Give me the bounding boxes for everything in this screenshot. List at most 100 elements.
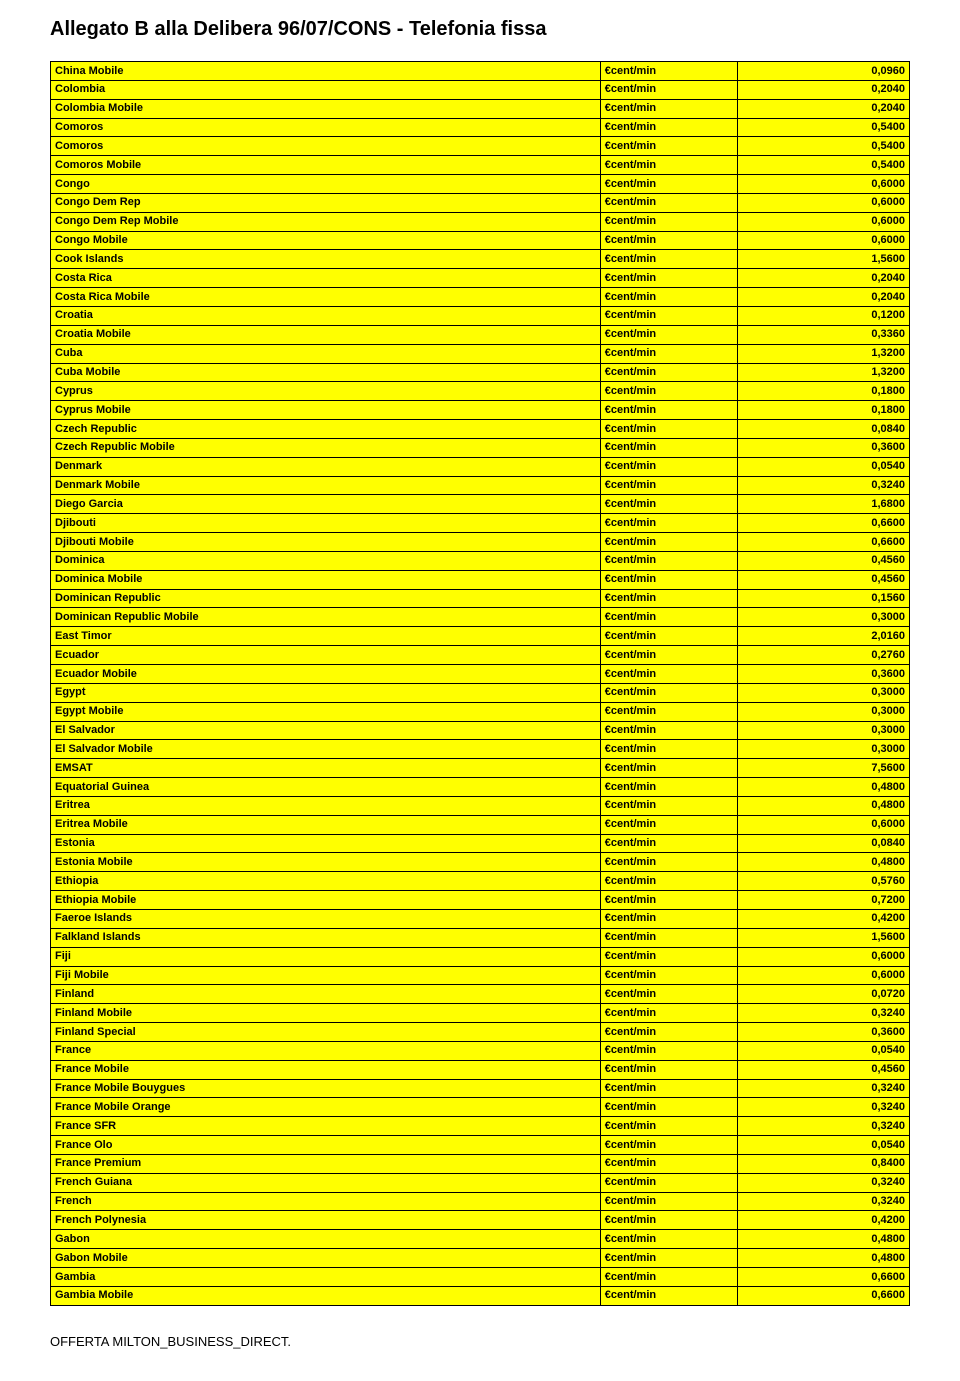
table-row: French€cent/min0,3240 xyxy=(51,1192,910,1211)
country-cell: Comoros xyxy=(51,137,601,156)
table-row: France Olo€cent/min0,0540 xyxy=(51,1136,910,1155)
table-row: Cook Islands€cent/min1,5600 xyxy=(51,250,910,269)
table-row: Congo Mobile€cent/min0,6000 xyxy=(51,231,910,250)
unit-cell: €cent/min xyxy=(600,80,737,99)
country-cell: Congo xyxy=(51,175,601,194)
value-cell: 0,4560 xyxy=(738,1060,910,1079)
unit-cell: €cent/min xyxy=(600,175,737,194)
unit-cell: €cent/min xyxy=(600,306,737,325)
value-cell: 0,4560 xyxy=(738,570,910,589)
value-cell: 0,5760 xyxy=(738,872,910,891)
value-cell: 0,6600 xyxy=(738,1286,910,1305)
table-row: Eritrea€cent/min0,4800 xyxy=(51,796,910,815)
table-row: Comoros€cent/min0,5400 xyxy=(51,118,910,137)
table-row: Croatia Mobile€cent/min0,3360 xyxy=(51,325,910,344)
value-cell: 0,3000 xyxy=(738,608,910,627)
value-cell: 0,0960 xyxy=(738,62,910,81)
table-row: El Salvador Mobile€cent/min0,3000 xyxy=(51,740,910,759)
country-cell: Dominica xyxy=(51,551,601,570)
country-cell: Eritrea xyxy=(51,796,601,815)
table-row: Egypt Mobile€cent/min0,3000 xyxy=(51,702,910,721)
country-cell: Dominican Republic Mobile xyxy=(51,608,601,627)
unit-cell: €cent/min xyxy=(600,1211,737,1230)
value-cell: 0,2040 xyxy=(738,288,910,307)
country-cell: Comoros Mobile xyxy=(51,156,601,175)
unit-cell: €cent/min xyxy=(600,1230,737,1249)
table-row: Cuba Mobile€cent/min1,3200 xyxy=(51,363,910,382)
country-cell: Equatorial Guinea xyxy=(51,778,601,797)
unit-cell: €cent/min xyxy=(600,985,737,1004)
value-cell: 0,1560 xyxy=(738,589,910,608)
country-cell: France Olo xyxy=(51,1136,601,1155)
table-row: Colombia€cent/min0,2040 xyxy=(51,80,910,99)
unit-cell: €cent/min xyxy=(600,796,737,815)
country-cell: France Premium xyxy=(51,1154,601,1173)
country-cell: Finland xyxy=(51,985,601,1004)
value-cell: 0,0540 xyxy=(738,457,910,476)
table-row: Congo Dem Rep Mobile€cent/min0,6000 xyxy=(51,212,910,231)
value-cell: 0,0720 xyxy=(738,985,910,1004)
country-cell: Diego Garcia xyxy=(51,495,601,514)
value-cell: 0,6000 xyxy=(738,175,910,194)
table-row: Cyprus€cent/min0,1800 xyxy=(51,382,910,401)
value-cell: 0,6600 xyxy=(738,514,910,533)
value-cell: 0,3360 xyxy=(738,325,910,344)
country-cell: French Guiana xyxy=(51,1173,601,1192)
unit-cell: €cent/min xyxy=(600,966,737,985)
table-row: Dominica Mobile€cent/min0,4560 xyxy=(51,570,910,589)
rates-table: China Mobile€cent/min0,0960Colombia€cent… xyxy=(50,61,910,1306)
country-cell: Congo Dem Rep xyxy=(51,193,601,212)
value-cell: 0,2760 xyxy=(738,646,910,665)
value-cell: 0,6000 xyxy=(738,947,910,966)
value-cell: 0,3240 xyxy=(738,1173,910,1192)
unit-cell: €cent/min xyxy=(600,1079,737,1098)
country-cell: EMSAT xyxy=(51,759,601,778)
value-cell: 0,6000 xyxy=(738,815,910,834)
unit-cell: €cent/min xyxy=(600,891,737,910)
value-cell: 0,5400 xyxy=(738,118,910,137)
country-cell: Cook Islands xyxy=(51,250,601,269)
table-row: France€cent/min0,0540 xyxy=(51,1041,910,1060)
country-cell: Comoros xyxy=(51,118,601,137)
country-cell: Colombia xyxy=(51,80,601,99)
value-cell: 0,3600 xyxy=(738,1023,910,1042)
table-row: Colombia Mobile€cent/min0,2040 xyxy=(51,99,910,118)
unit-cell: €cent/min xyxy=(600,1136,737,1155)
unit-cell: €cent/min xyxy=(600,1060,737,1079)
table-row: Ecuador€cent/min0,2760 xyxy=(51,646,910,665)
value-cell: 0,6600 xyxy=(738,1268,910,1287)
value-cell: 0,7200 xyxy=(738,891,910,910)
value-cell: 0,4800 xyxy=(738,796,910,815)
unit-cell: €cent/min xyxy=(600,570,737,589)
unit-cell: €cent/min xyxy=(600,608,737,627)
table-row: Djibouti€cent/min0,6600 xyxy=(51,514,910,533)
value-cell: 0,3000 xyxy=(738,683,910,702)
unit-cell: €cent/min xyxy=(600,702,737,721)
table-row: Ethiopia€cent/min0,5760 xyxy=(51,872,910,891)
country-cell: Egypt Mobile xyxy=(51,702,601,721)
value-cell: 1,5600 xyxy=(738,928,910,947)
value-cell: 0,3600 xyxy=(738,438,910,457)
value-cell: 7,5600 xyxy=(738,759,910,778)
table-row: France Mobile Orange€cent/min0,3240 xyxy=(51,1098,910,1117)
value-cell: 0,0540 xyxy=(738,1136,910,1155)
table-row: EMSAT€cent/min7,5600 xyxy=(51,759,910,778)
unit-cell: €cent/min xyxy=(600,62,737,81)
table-row: Finland Mobile€cent/min0,3240 xyxy=(51,1004,910,1023)
country-cell: French xyxy=(51,1192,601,1211)
value-cell: 0,6600 xyxy=(738,533,910,552)
unit-cell: €cent/min xyxy=(600,1098,737,1117)
country-cell: China Mobile xyxy=(51,62,601,81)
page-title: Allegato B alla Delibera 96/07/CONS - Te… xyxy=(50,18,910,41)
table-row: Cyprus Mobile€cent/min0,1800 xyxy=(51,401,910,420)
country-cell: Croatia xyxy=(51,306,601,325)
value-cell: 0,3240 xyxy=(738,1117,910,1136)
country-cell: France xyxy=(51,1041,601,1060)
value-cell: 0,4800 xyxy=(738,778,910,797)
value-cell: 0,3000 xyxy=(738,702,910,721)
unit-cell: €cent/min xyxy=(600,250,737,269)
country-cell: Estonia xyxy=(51,834,601,853)
value-cell: 0,3240 xyxy=(738,1004,910,1023)
table-row: Croatia€cent/min0,1200 xyxy=(51,306,910,325)
country-cell: Cuba Mobile xyxy=(51,363,601,382)
